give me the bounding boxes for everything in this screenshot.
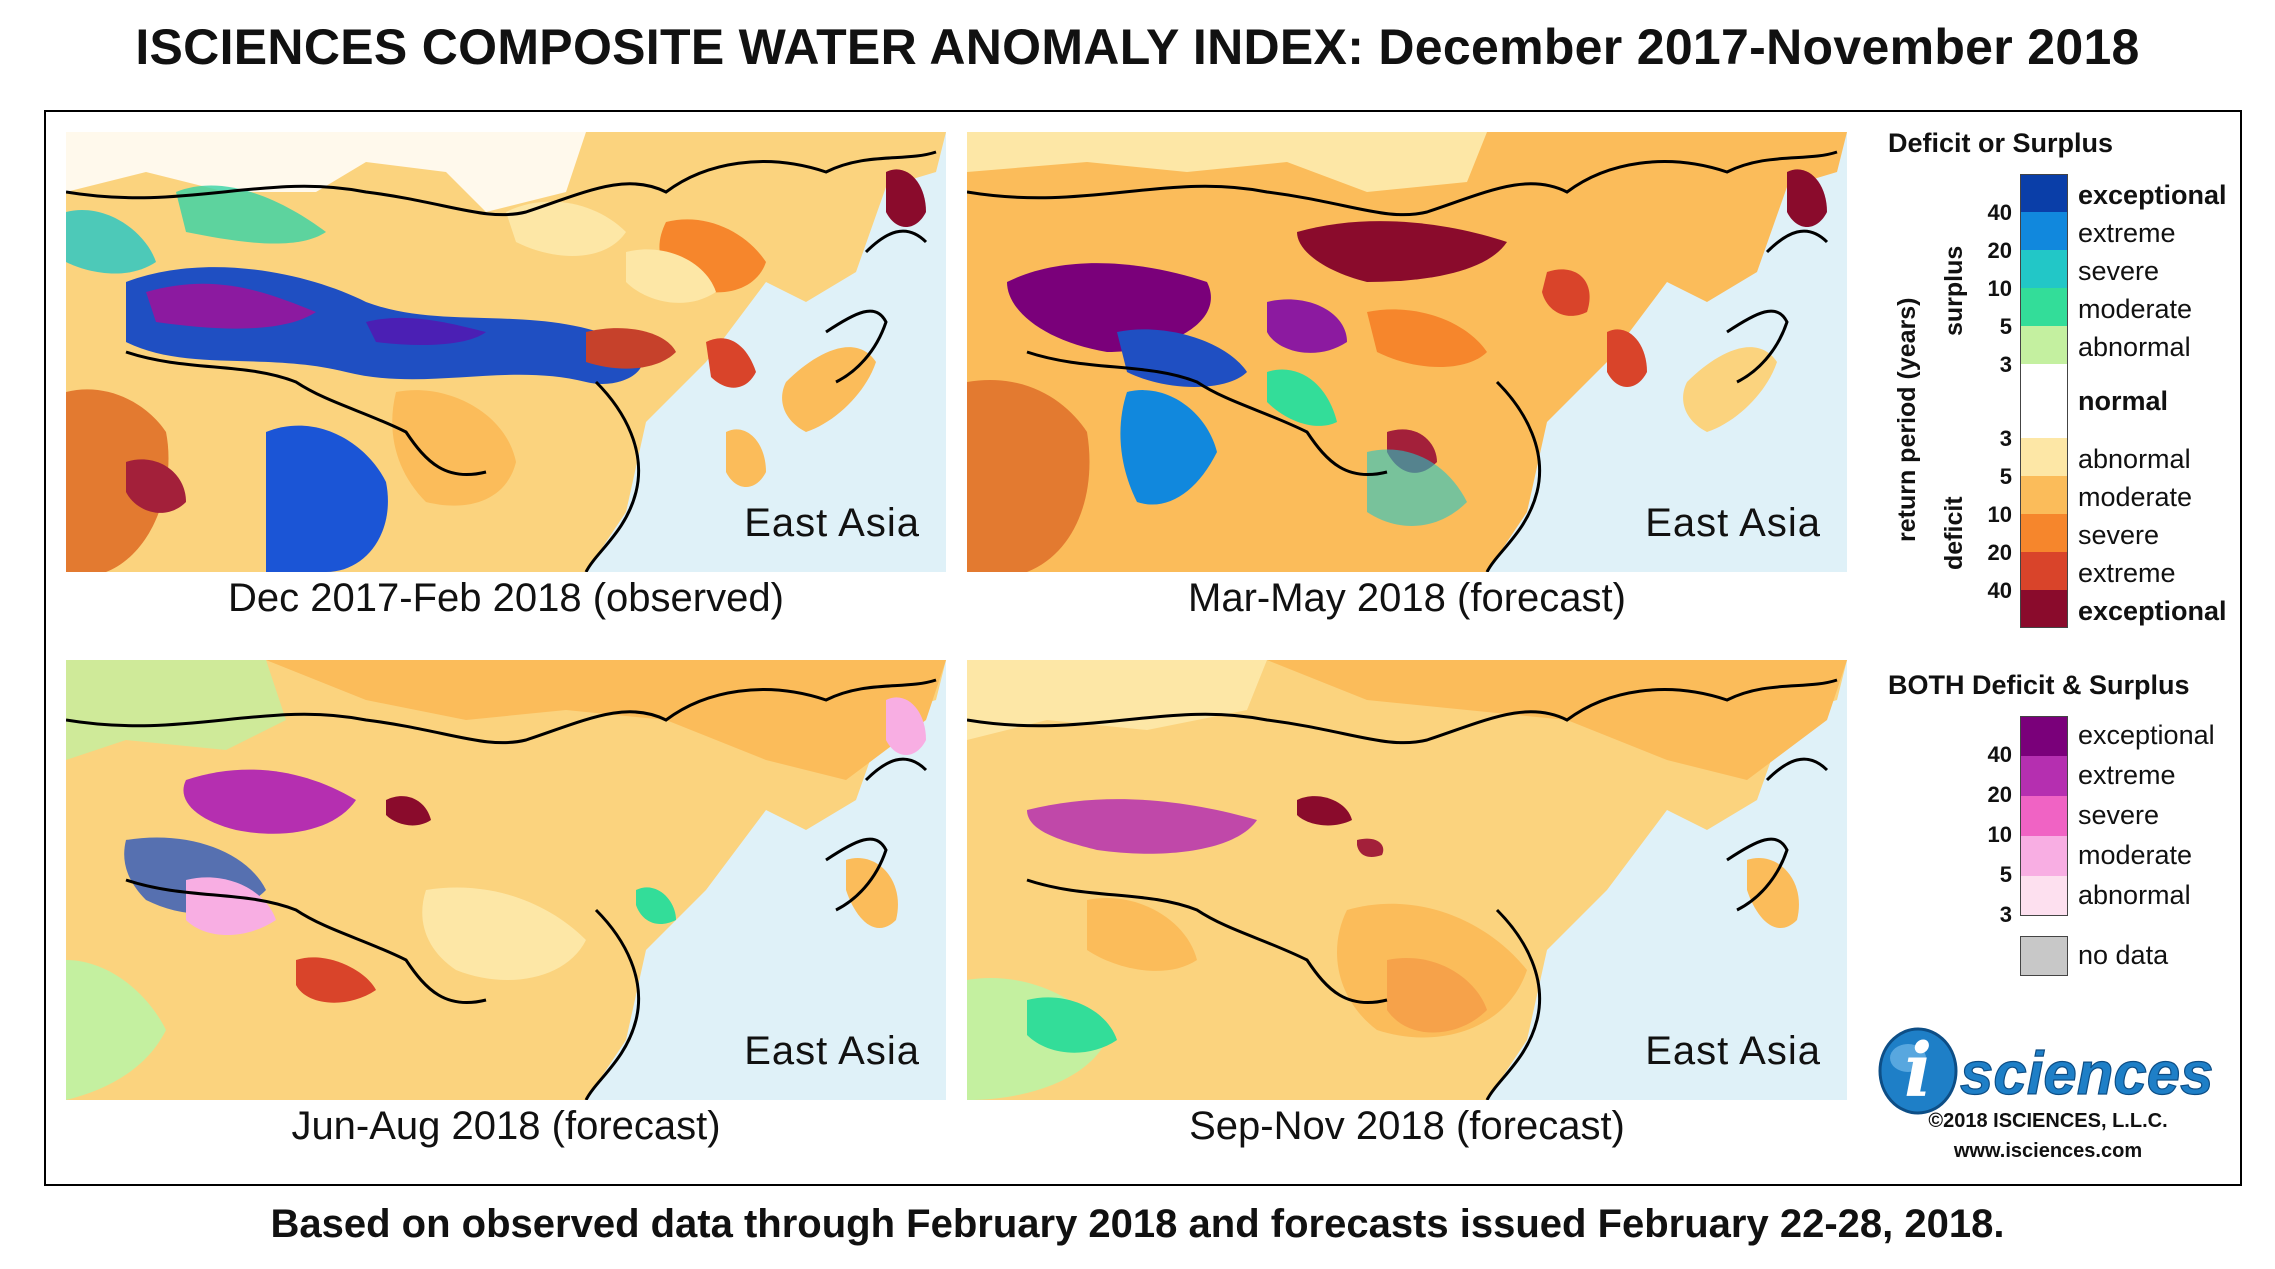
legend-label: abnormal	[2078, 880, 2191, 910]
legend-number: 3	[1999, 902, 2012, 927]
website: www.isciences.com	[1953, 1140, 2143, 1162]
legend-number: 40	[1987, 742, 2012, 767]
legend-number: 5	[1999, 314, 2012, 339]
map-canvas	[66, 132, 946, 572]
legend-label-no-data: no data	[2078, 940, 2169, 970]
logo-graphic: i sciences	[1878, 1027, 2214, 1115]
legend-swatch	[2020, 836, 2068, 876]
legend-swatch	[2020, 514, 2068, 552]
legend-number: 5	[1999, 862, 2012, 887]
legend-number: 3	[1999, 352, 2012, 377]
legend-label: moderate	[2078, 294, 2193, 324]
legend-number: 10	[1987, 502, 2012, 527]
region-label: East Asia	[744, 501, 920, 545]
panel-caption: Sep-Nov 2018 (forecast)	[1189, 1104, 1625, 1148]
map-canvas	[66, 660, 946, 1100]
legend-swatch-normal	[2020, 364, 2068, 438]
legend-label: exceptional	[2078, 180, 2227, 210]
page-title: ISCIENCES COMPOSITE WATER ANOMALY INDEX:…	[135, 19, 2140, 75]
legend-swatch	[2020, 438, 2068, 476]
legend-number: 20	[1987, 540, 2012, 565]
legend-label: extreme	[2078, 558, 2176, 588]
legend-swatch	[2020, 796, 2068, 836]
legend-number: 20	[1987, 238, 2012, 263]
legend-number: 10	[1987, 276, 2012, 301]
map-panel-sep-nov: East Asia	[967, 660, 1847, 1100]
map-panel-dec-feb: East Asia	[66, 132, 946, 572]
map-canvas	[967, 660, 1847, 1100]
legend-label: severe	[2078, 256, 2160, 286]
logo-text: sciences	[1960, 1040, 2214, 1107]
panel-caption: Mar-May 2018 (forecast)	[1188, 576, 1626, 620]
legend-label-normal: normal	[2078, 386, 2169, 416]
legend-swatch	[2020, 250, 2068, 288]
region-label: East Asia	[1645, 1029, 1821, 1073]
legend-axis-label: return period (years)	[1893, 297, 1921, 542]
region-label: East Asia	[1645, 501, 1821, 545]
legend-swatch	[2020, 174, 2068, 212]
map-panel-mar-may: East Asia	[967, 132, 1847, 572]
legend-number: 3	[1999, 426, 2012, 451]
copyright-block: ©2018 ISCIENCES, L.L.C. www.isciences.co…	[1888, 1106, 2208, 1166]
legend-swatch	[2020, 590, 2068, 628]
legend-label: moderate	[2078, 840, 2193, 870]
legend-number: 5	[1999, 464, 2012, 489]
legend-title-deficit-surplus: Deficit or Surplus	[1888, 128, 2114, 158]
legend-label: abnormal	[2078, 444, 2191, 474]
legend-deficit-label: deficit	[1940, 496, 1968, 570]
legend-label: severe	[2078, 520, 2160, 550]
region-label: East Asia	[744, 1029, 920, 1073]
legend-label: exceptional	[2078, 720, 2215, 750]
legend-swatch	[2020, 326, 2068, 364]
footer-note: Based on observed data through February …	[270, 1202, 2005, 1246]
legend-swatch	[2020, 212, 2068, 250]
panel-caption: Jun-Aug 2018 (forecast)	[291, 1104, 721, 1148]
legend-number: 40	[1987, 578, 2012, 603]
map-panel-jun-aug: East Asia	[66, 660, 946, 1100]
legend-swatch	[2020, 876, 2068, 916]
legend-surplus-label: surplus	[1940, 245, 1968, 336]
legend-label: moderate	[2078, 482, 2193, 512]
legend-swatch-no-data	[2020, 936, 2068, 976]
legend-number: 40	[1987, 200, 2012, 225]
legend-label: severe	[2078, 800, 2160, 830]
legend-title-both: BOTH Deficit & Surplus	[1888, 670, 2190, 700]
legend-number: 10	[1987, 822, 2012, 847]
figure-frame	[44, 110, 2242, 1186]
legend-swatch	[2020, 552, 2068, 590]
legend-swatch	[2020, 288, 2068, 326]
legend-swatch	[2020, 716, 2068, 756]
isciences-logo: i sciences	[1868, 1016, 2228, 1126]
legend-label: extreme	[2078, 760, 2176, 790]
legend-number: 20	[1987, 782, 2012, 807]
copyright: ©2018 ISCIENCES, L.L.C.	[1928, 1110, 2168, 1132]
panel-caption: Dec 2017-Feb 2018 (observed)	[228, 576, 784, 620]
legend-label: abnormal	[2078, 332, 2191, 362]
legend-swatch	[2020, 756, 2068, 796]
legend-label: exceptional	[2078, 596, 2227, 626]
legend-swatch	[2020, 476, 2068, 514]
logo-letter: i	[1904, 1028, 1932, 1114]
legend-label: extreme	[2078, 218, 2176, 248]
map-canvas	[967, 132, 1847, 572]
